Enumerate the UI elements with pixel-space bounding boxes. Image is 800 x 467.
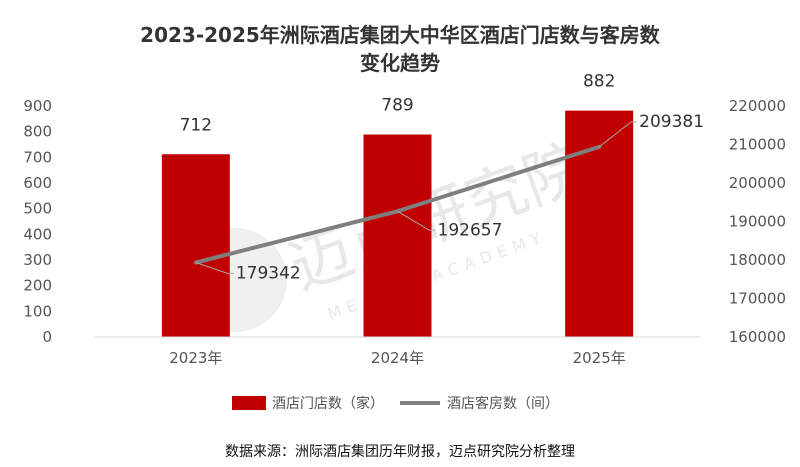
left-tick-label: 400 bbox=[23, 225, 52, 243]
x-tick-label: 2023年 bbox=[169, 349, 222, 367]
bar bbox=[161, 154, 230, 337]
legend-bar-label: 酒店门店数（家） bbox=[272, 395, 384, 412]
legend-line-label: 酒店客房数（间） bbox=[447, 395, 559, 412]
right-tick-label: 170000 bbox=[729, 290, 786, 308]
left-axis-ticks: 0 100 200 300 400 500 600 700 800 900 bbox=[23, 97, 52, 346]
left-tick-label: 900 bbox=[23, 97, 52, 115]
right-tick-label: 160000 bbox=[729, 328, 786, 346]
left-tick-label: 800 bbox=[23, 123, 52, 141]
legend-bar-swatch bbox=[232, 396, 266, 410]
left-tick-label: 200 bbox=[23, 277, 52, 295]
x-axis-ticks: 2023年 2024年 2025年 bbox=[169, 349, 626, 367]
bar bbox=[565, 110, 634, 338]
line-data-label: 209381 bbox=[639, 112, 704, 132]
bar bbox=[363, 134, 432, 337]
source-note: 数据来源：洲际酒店集团历年财报，迈点研究院分析整理 bbox=[225, 443, 575, 460]
bar-data-label: 789 bbox=[381, 95, 413, 115]
bar-data-label: 712 bbox=[180, 115, 212, 135]
right-axis-ticks: 160000 170000 180000 190000 200000 210000 2200… bbox=[729, 97, 786, 346]
bar-data-label: 882 bbox=[583, 72, 615, 92]
left-tick-label: 300 bbox=[23, 251, 52, 269]
x-tick-label: 2025年 bbox=[573, 349, 626, 367]
data-labels: 712 789 882 179342 192657 209381 bbox=[180, 72, 704, 284]
right-tick-label: 200000 bbox=[729, 174, 786, 192]
right-tick-label: 210000 bbox=[729, 136, 786, 154]
right-tick-label: 180000 bbox=[729, 251, 786, 269]
left-tick-label: 600 bbox=[23, 174, 52, 192]
right-tick-label: 190000 bbox=[729, 213, 786, 231]
left-tick-label: 100 bbox=[23, 302, 52, 320]
left-tick-label: 500 bbox=[23, 200, 52, 218]
line-label-leader bbox=[598, 121, 638, 148]
line-data-label: 192657 bbox=[438, 220, 503, 240]
line-label-leader bbox=[397, 210, 436, 231]
left-tick-label: 0 bbox=[42, 328, 52, 346]
chart-title-line-1: 2023-2025年洲际酒店集团大中华区酒店门店数与客房数 bbox=[140, 23, 661, 47]
line-label-leader bbox=[195, 262, 234, 275]
legend: 酒店门店数（家） 酒店客房数（间） bbox=[232, 395, 559, 412]
x-tick-label: 2024年 bbox=[371, 349, 424, 367]
right-tick-label: 220000 bbox=[729, 97, 786, 115]
line-data-label: 179342 bbox=[236, 264, 301, 284]
left-tick-label: 700 bbox=[23, 148, 52, 166]
chart-title-line-2: 变化趋势 bbox=[360, 51, 440, 75]
